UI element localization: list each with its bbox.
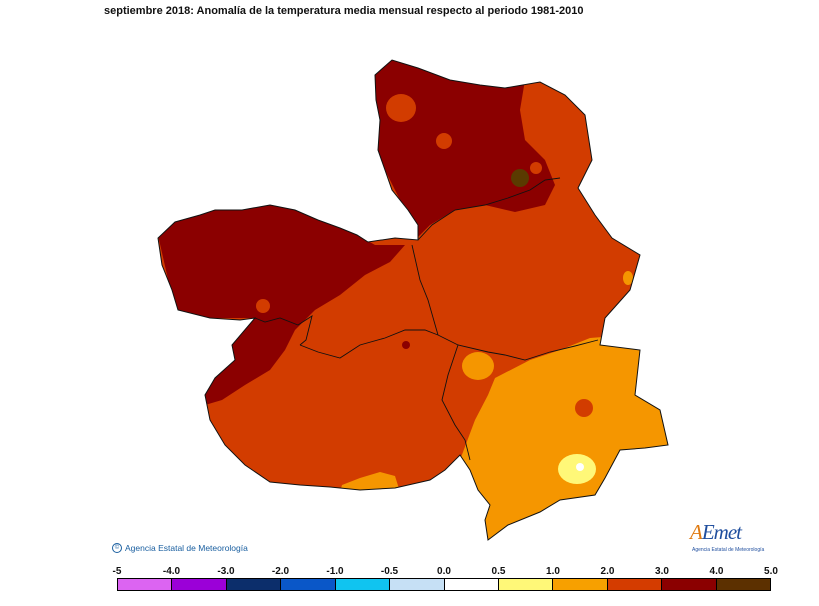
- legend-swatch: [607, 579, 663, 590]
- agency-credit: © Agencia Estatal de Meteorología: [112, 543, 248, 553]
- map-title: septiembre 2018: Anomalía de la temperat…: [104, 5, 584, 17]
- anomaly-class-2-3-blob: [530, 162, 542, 174]
- legend-tick-label: 2.0: [600, 566, 615, 577]
- boundary-madrid-notch: [254, 315, 313, 346]
- legend-tick-label: -2.0: [271, 566, 290, 577]
- boundary-ciudadreal-albacete: [441, 344, 471, 461]
- aemet-logo: AEmet Agencia Estatal de Meteorología: [690, 520, 770, 556]
- legend-swatch: [498, 579, 554, 590]
- legend-swatch: [335, 579, 391, 590]
- color-legend: -5 -4.0 -3.0 -2.0 -1.0 -0.5 0.0 0.5 1.0 2.0 3.0 4.0…: [0, 566, 819, 596]
- legend-tick-label: 0.5: [491, 566, 506, 577]
- legend-tick-label: -3.0: [217, 566, 235, 577]
- legend-swatch: [118, 579, 173, 590]
- anomaly-class-2-3-se-blob: [575, 399, 593, 417]
- legend-bar: [117, 578, 771, 591]
- anomaly-class-1-2-blob: [462, 352, 494, 380]
- boundary-toledo-cuenca: [411, 244, 439, 336]
- legend-tick-label: -1.0: [326, 566, 344, 577]
- legend-tick-label: 5.0: [764, 566, 778, 577]
- anomaly-class-0-0-5-blob: [576, 463, 584, 471]
- anomaly-class-1-2-east-blob: [623, 271, 633, 285]
- anomaly-class-3-4-west: [158, 200, 405, 405]
- anomaly-class-4-5-blob: [511, 169, 529, 187]
- legend-tick-label: 1.0: [546, 566, 560, 577]
- legend-tick-label: 0.0: [437, 566, 451, 577]
- logo-wordmark: AEmet: [690, 520, 742, 544]
- legend-swatch: [390, 579, 445, 590]
- legend-swatch: [226, 579, 282, 590]
- anomaly-class-2-3-blob: [436, 133, 452, 149]
- anomaly-class-2-3-blob: [256, 299, 270, 313]
- boundary-toledo-ciudadreal: [299, 329, 439, 359]
- legend-swatch: [281, 579, 336, 590]
- legend-tick-label: -5: [112, 566, 122, 577]
- legend-swatch: [553, 579, 608, 590]
- copyright-icon: ©: [112, 543, 122, 553]
- legend-swatch: [716, 579, 771, 590]
- logo-subtitle: Agencia Estatal de Meteorología: [692, 547, 765, 553]
- anomaly-class-2-3-blob: [386, 94, 416, 122]
- boundary-cuenca-albacete: [437, 334, 599, 361]
- legend-swatch: [444, 579, 499, 590]
- boundary-guadalajara: [417, 177, 561, 241]
- province-boundaries: [254, 177, 599, 461]
- anomaly-map: [157, 59, 669, 541]
- legend-tick-label: -0.5: [380, 566, 399, 577]
- legend-tick-label: 4.0: [709, 566, 724, 577]
- anomaly-class-1-2-south-blob: [340, 472, 400, 492]
- legend-tick-label: -4.0: [162, 566, 181, 577]
- legend-swatch: [662, 579, 717, 590]
- anomaly-class-3-4-blob: [402, 341, 410, 349]
- legend-swatch: [172, 579, 227, 590]
- legend-tick-label: 3.0: [655, 566, 669, 577]
- credit-text: Agencia Estatal de Meteorología: [125, 543, 248, 553]
